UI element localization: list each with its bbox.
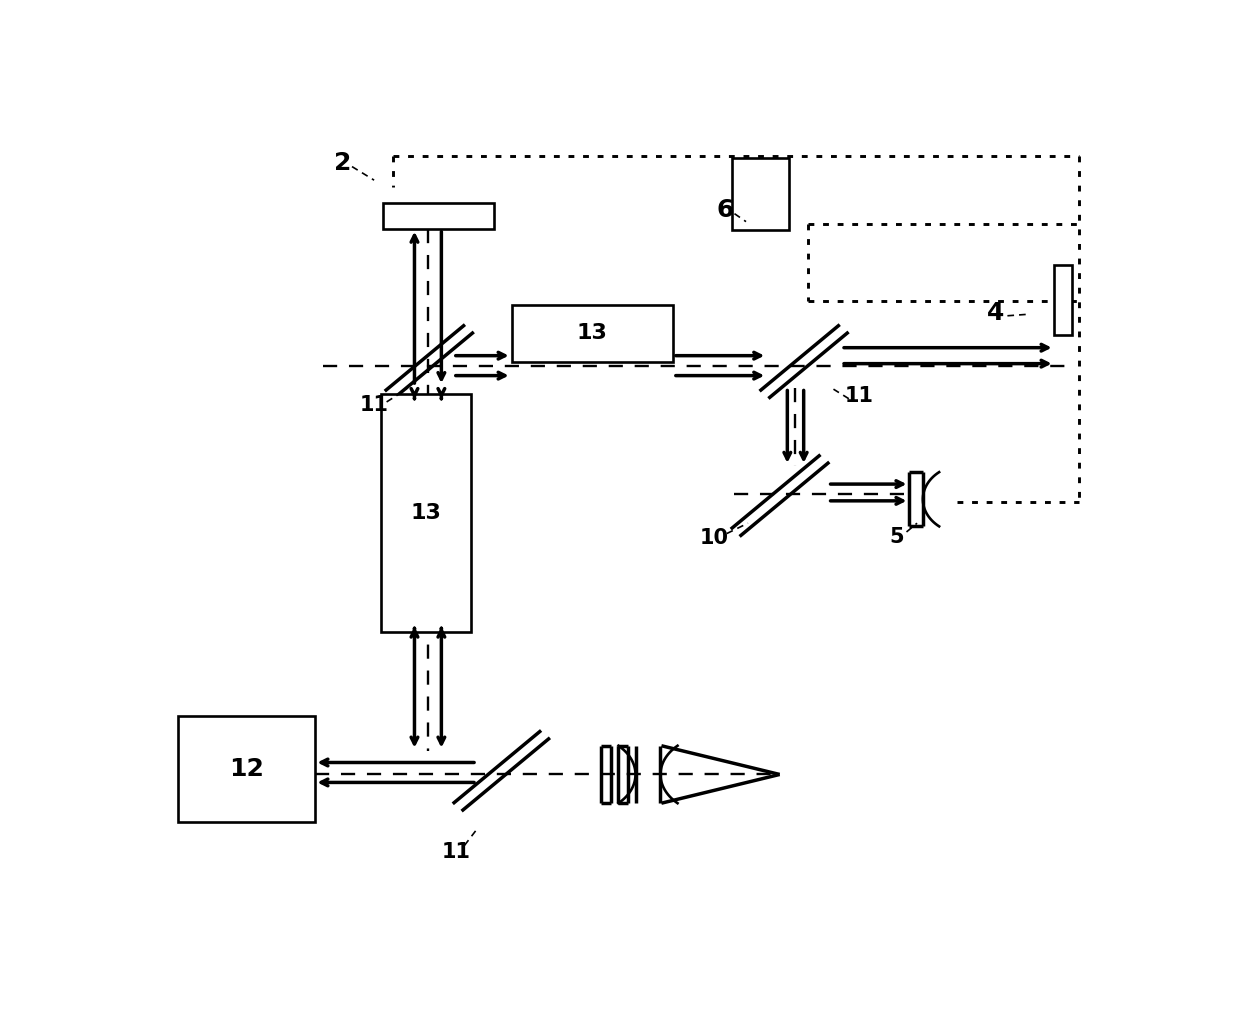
Text: 13: 13 bbox=[410, 502, 441, 523]
Bar bbox=[732, 157, 789, 230]
Text: 11: 11 bbox=[844, 385, 874, 405]
Bar bbox=[1054, 265, 1071, 335]
Text: 6: 6 bbox=[717, 198, 734, 222]
Text: 12: 12 bbox=[229, 757, 264, 781]
Bar bbox=[381, 394, 471, 632]
Text: 2: 2 bbox=[334, 150, 351, 175]
Bar bbox=[179, 716, 315, 822]
Text: 13: 13 bbox=[577, 323, 608, 343]
Text: 5: 5 bbox=[889, 526, 904, 547]
Text: 11: 11 bbox=[441, 842, 470, 862]
Text: 10: 10 bbox=[699, 528, 729, 548]
Bar bbox=[512, 305, 673, 362]
Text: 11: 11 bbox=[360, 395, 388, 415]
Text: 4: 4 bbox=[987, 301, 1004, 325]
Bar bbox=[383, 203, 494, 229]
